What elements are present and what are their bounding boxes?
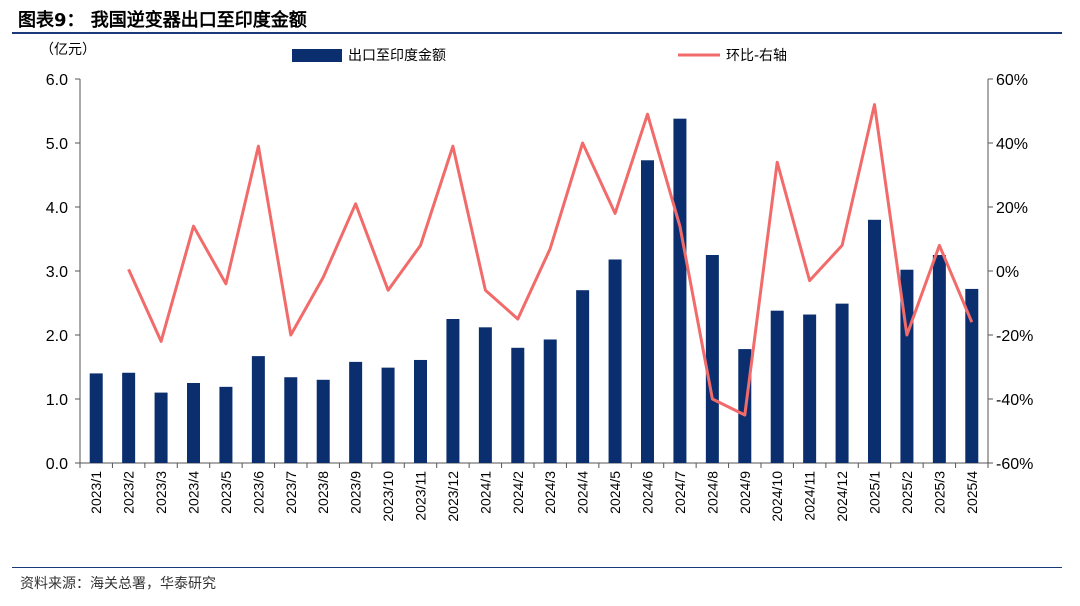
bar: [122, 372, 136, 463]
x-tick-label: 2024/11: [802, 471, 818, 521]
y-tick-label: 1.0: [46, 392, 68, 409]
x-tick-label: 2024/8: [704, 471, 720, 514]
x-tick-label: 2023/5: [218, 471, 234, 514]
bar: [349, 361, 363, 463]
bar: [446, 319, 460, 463]
bar: [641, 160, 654, 463]
x-tick-label: 2024/6: [640, 471, 656, 514]
x-tick-label: 2024/2: [510, 471, 526, 514]
bar: [576, 290, 590, 463]
legend-label-line: 环比-右轴: [726, 48, 787, 64]
y2-tick-label: -20%: [996, 328, 1033, 345]
x-tick-label: 2023/4: [186, 471, 202, 514]
x-tick-label: 2024/10: [769, 471, 785, 522]
x-tick-label: 2023/6: [250, 471, 266, 514]
x-tick-label: 2023/9: [348, 471, 364, 514]
x-tick-label: 2023/2: [121, 471, 137, 514]
y-tick-label: 2.0: [46, 328, 68, 345]
x-tick-label: 2024/4: [575, 471, 591, 514]
bar: [543, 339, 557, 463]
bar: [835, 303, 849, 463]
bar: [219, 386, 233, 463]
bar: [705, 255, 719, 463]
chart-axes: [75, 78, 993, 468]
line-series: [127, 103, 974, 417]
x-tick-label: 2025/3: [931, 471, 947, 514]
bar: [251, 356, 265, 463]
y-tick-label: 0.0: [46, 456, 68, 473]
y-tick-label: 3.0: [46, 264, 68, 281]
tick-labels: 0.0 1.0 2.0 3.0 4.0 5.0 6.0 -60% -40% -20% 0% 20% 40…: [40, 42, 1033, 522]
x-tick-label: 2024/7: [672, 471, 688, 514]
y-tick-label: 4.0: [46, 200, 68, 217]
bar: [932, 255, 946, 463]
legend-label-bar: 出口至印度金额: [348, 48, 446, 64]
x-tick-label: 2024/3: [542, 471, 558, 514]
bar: [770, 310, 784, 463]
legend-swatch-bar: [292, 49, 342, 62]
x-tick-label: 2023/12: [445, 471, 461, 522]
x-tick-label: 2023/8: [315, 471, 331, 514]
bar: [284, 377, 298, 463]
y-unit-label: （亿元）: [40, 42, 96, 58]
bar: [965, 288, 979, 463]
x-tick-label: 2024/12: [834, 471, 850, 522]
bar: [608, 259, 622, 463]
x-tick-label: 2025/1: [867, 471, 883, 514]
footer-divider: [12, 567, 1062, 568]
x-tick-label: 2023/10: [380, 471, 396, 522]
bar: [803, 314, 817, 463]
y2-tick-label: -40%: [996, 392, 1033, 409]
y2-tick-label: 60%: [996, 72, 1028, 89]
bar: [89, 373, 103, 463]
bar: [868, 219, 881, 463]
x-tick-label: 2024/1: [477, 471, 493, 514]
x-tick-label: 2023/3: [153, 471, 169, 514]
chart-svg: 0.0 1.0 2.0 3.0 4.0 5.0 6.0 -60% -40% -20% 0% 20% 40…: [40, 42, 1033, 522]
x-tick-label: 2023/7: [283, 471, 299, 514]
y2-tick-label: 40%: [996, 136, 1028, 153]
y-tick-label: 6.0: [46, 72, 68, 89]
x-tick-label: 2023/11: [413, 471, 429, 521]
bar: [316, 379, 330, 463]
x-tick-label: 2025/2: [899, 471, 915, 514]
header-divider: [12, 32, 1062, 34]
y2-tick-label: -60%: [996, 456, 1033, 473]
bar: [511, 347, 525, 463]
x-tick-label: 2024/9: [737, 471, 753, 514]
source-note: 资料来源：海关总署，华泰研究: [20, 576, 216, 592]
y2-tick-label: 0%: [996, 264, 1019, 281]
bar-series: [89, 118, 979, 464]
x-tick-label: 2025/4: [964, 471, 980, 514]
bar: [673, 118, 687, 464]
bar: [478, 327, 492, 463]
bar: [381, 367, 395, 463]
y2-tick-label: 20%: [996, 200, 1028, 217]
bar: [414, 359, 427, 463]
bar: [154, 392, 168, 463]
line-series-path: [127, 103, 974, 417]
bar: [187, 383, 200, 463]
legend: 出口至印度金额 环比-右轴: [292, 48, 787, 64]
chart-title: 图表9： 我国逆变器出口至印度金额: [18, 10, 307, 31]
y-tick-label: 5.0: [46, 136, 68, 153]
x-tick-label: 2024/5: [607, 471, 623, 514]
x-tick-label: 2023/1: [88, 471, 104, 514]
